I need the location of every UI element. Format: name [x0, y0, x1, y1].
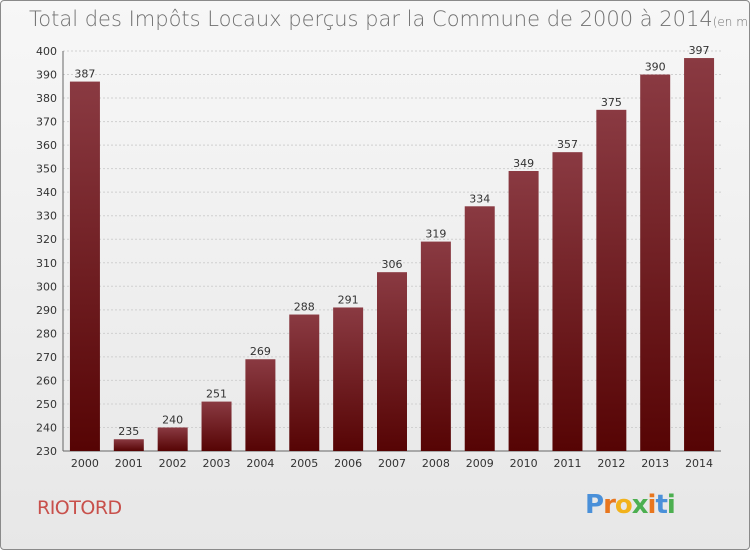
logo-letter: i	[666, 490, 676, 520]
bar	[113, 439, 144, 451]
x-tick-label: 2000	[71, 457, 99, 470]
y-tick-label: 260	[36, 374, 57, 387]
x-tick-label: 2012	[597, 457, 625, 470]
y-tick-label: 300	[36, 280, 57, 293]
bar	[684, 58, 715, 451]
proxiti-logo: Proxiti	[585, 490, 676, 520]
data-label: 349	[513, 157, 534, 170]
bar	[69, 81, 100, 452]
chart-title-unit: (en milliers d'€)	[712, 15, 750, 29]
y-tick-label: 240	[36, 421, 57, 434]
data-label: 306	[382, 258, 403, 271]
x-tick-label: 2010	[510, 457, 538, 470]
y-tick-label: 310	[36, 257, 57, 270]
y-tick-label: 370	[36, 116, 57, 129]
logo-letter: x	[631, 490, 649, 520]
y-tick-label: 380	[36, 92, 57, 105]
bar	[508, 171, 539, 451]
x-tick-label: 2006	[334, 457, 362, 470]
x-tick-label: 2008	[422, 457, 450, 470]
x-tick-label: 2004	[246, 457, 274, 470]
logo-letter: t	[655, 490, 667, 520]
bar	[377, 272, 407, 451]
x-tick-label: 2002	[159, 457, 187, 470]
x-tick-label: 2009	[466, 457, 494, 470]
bar	[333, 307, 364, 451]
bar	[245, 359, 276, 451]
y-tick-label: 290	[36, 304, 57, 317]
y-tick-label: 270	[36, 351, 57, 364]
data-label: 235	[118, 425, 139, 438]
y-tick-label: 250	[36, 398, 57, 411]
data-label: 251	[206, 388, 227, 401]
logo-letter: o	[614, 490, 633, 520]
commune-name: RIOTORD	[37, 497, 122, 519]
y-tick-label: 390	[36, 69, 57, 82]
data-label: 390	[645, 61, 666, 74]
data-label: 375	[601, 96, 622, 109]
bar	[464, 206, 495, 451]
chart-title: Total des Impôts Locaux perçus par la Co…	[29, 7, 750, 31]
data-label: 334	[469, 192, 490, 205]
y-tick-label: 320	[36, 233, 57, 246]
data-label: 291	[338, 293, 359, 306]
bar	[420, 241, 451, 451]
logo-letter: i	[647, 490, 657, 520]
data-label: 288	[294, 301, 315, 314]
y-tick-label: 330	[36, 210, 57, 223]
y-tick-label: 360	[36, 139, 57, 152]
x-tick-label: 2014	[685, 457, 713, 470]
data-label: 269	[250, 345, 271, 358]
x-tick-label: 2013	[641, 457, 669, 470]
logo-letter: r	[603, 490, 616, 520]
x-tick-label: 2003	[203, 457, 231, 470]
bar	[289, 314, 320, 451]
data-label: 397	[689, 44, 710, 57]
y-tick-label: 230	[36, 445, 57, 458]
y-tick-label: 340	[36, 186, 57, 199]
data-label: 357	[557, 138, 578, 151]
x-tick-label: 2011	[553, 457, 581, 470]
x-tick-label: 2007	[378, 457, 406, 470]
bar	[201, 401, 232, 451]
x-tick-label: 2001	[115, 457, 143, 470]
bar	[596, 109, 627, 451]
y-tick-label: 350	[36, 163, 57, 176]
data-label: 240	[162, 413, 183, 426]
x-tick-label: 2005	[290, 457, 318, 470]
bar	[157, 427, 188, 451]
data-label: 387	[74, 68, 95, 81]
data-label: 319	[425, 228, 446, 241]
bar	[552, 152, 583, 452]
logo-letter: P	[585, 490, 604, 520]
y-tick-label: 400	[36, 45, 57, 58]
bar	[640, 74, 671, 451]
chart-title-text: Total des Impôts Locaux perçus par la Co…	[29, 7, 713, 31]
y-tick-label: 280	[36, 327, 57, 340]
